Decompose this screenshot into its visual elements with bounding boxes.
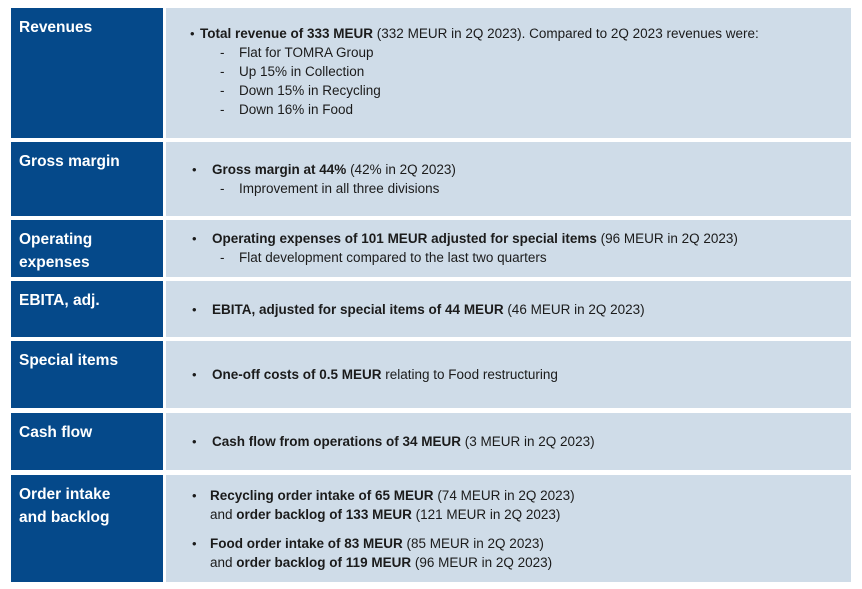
dash-icon: -	[220, 64, 225, 79]
row-cash-flow: Cash flow • Cash flow from operations of…	[11, 413, 851, 470]
bullet-text: Gross margin at 44% (42% in 2Q 2023)	[212, 162, 456, 177]
row-content: • Recycling order intake of 65 MEUR (74 …	[166, 475, 851, 582]
dash-icon: -	[220, 102, 225, 117]
sub-item: Improvement in all three divisions	[239, 181, 440, 196]
row-content: • Gross margin at 44% (42% in 2Q 2023) -…	[166, 142, 851, 216]
row-label: Order intake and backlog	[11, 475, 163, 582]
bullet-text: One-off costs of 0.5 MEUR relating to Fo…	[212, 367, 558, 382]
row-label: Operating expenses	[11, 220, 163, 277]
row-label: Cash flow	[11, 413, 163, 470]
row-content: • Operating expenses of 101 MEUR adjuste…	[166, 220, 851, 277]
bullet-text: Cash flow from operations of 34 MEUR (3 …	[212, 434, 595, 449]
row-ebita: EBITA, adj. • EBITA, adjusted for specia…	[11, 281, 851, 337]
row-special-items: Special items • One-off costs of 0.5 MEU…	[11, 341, 851, 408]
row-label: EBITA, adj.	[11, 281, 163, 337]
row-label: Special items	[11, 341, 163, 408]
dash-icon: -	[220, 181, 225, 196]
dash-icon: -	[220, 45, 225, 60]
row-content: • One-off costs of 0.5 MEUR relating to …	[166, 341, 851, 408]
sub-item: Up 15% in Collection	[239, 64, 365, 79]
bullet-icon: •	[192, 162, 197, 177]
bullet-icon: •	[192, 302, 197, 317]
bullet-icon: •	[190, 26, 195, 41]
bullet-icon: •	[192, 488, 197, 503]
row-content: • Total revenue of 333 MEUR (332 MEUR in…	[166, 8, 851, 138]
bullet-text-continued: and order backlog of 119 MEUR (96 MEUR i…	[210, 555, 553, 570]
bullet-text: EBITA, adjusted for special items of 44 …	[212, 302, 645, 317]
row-order-intake: Order intake and backlog • Recycling ord…	[11, 475, 851, 582]
row-revenues: Revenues • Total revenue of 333 MEUR (33…	[11, 8, 851, 138]
sub-item: Down 16% in Food	[239, 102, 354, 117]
row-label: Revenues	[11, 8, 163, 138]
bullet-text: Operating expenses of 101 MEUR adjusted …	[212, 231, 738, 246]
bullet-icon: •	[192, 367, 197, 382]
bullet-text: Total revenue of 333 MEUR (332 MEUR in 2…	[200, 26, 759, 41]
row-label: Gross margin	[11, 142, 163, 216]
row-operating-expenses: Operating expenses • Operating expenses …	[11, 220, 851, 277]
row-content: • Cash flow from operations of 34 MEUR (…	[166, 413, 851, 470]
bullet-text: Recycling order intake of 65 MEUR (74 ME…	[210, 488, 575, 503]
row-gross-margin: Gross margin • Gross margin at 44% (42% …	[11, 142, 851, 216]
bullet-icon: •	[192, 536, 197, 551]
sub-item: Flat for TOMRA Group	[239, 45, 374, 60]
bullet-icon: •	[192, 434, 197, 449]
dash-icon: -	[220, 83, 225, 98]
row-content: • EBITA, adjusted for special items of 4…	[166, 281, 851, 337]
sub-item: Flat development compared to the last tw…	[239, 250, 547, 265]
dash-icon: -	[220, 250, 225, 265]
bullet-text-continued: and order backlog of 133 MEUR (121 MEUR …	[210, 507, 561, 522]
bullet-icon: •	[192, 231, 197, 246]
bullet-text: Food order intake of 83 MEUR (85 MEUR in…	[210, 536, 544, 551]
sub-item: Down 15% in Recycling	[239, 83, 381, 98]
